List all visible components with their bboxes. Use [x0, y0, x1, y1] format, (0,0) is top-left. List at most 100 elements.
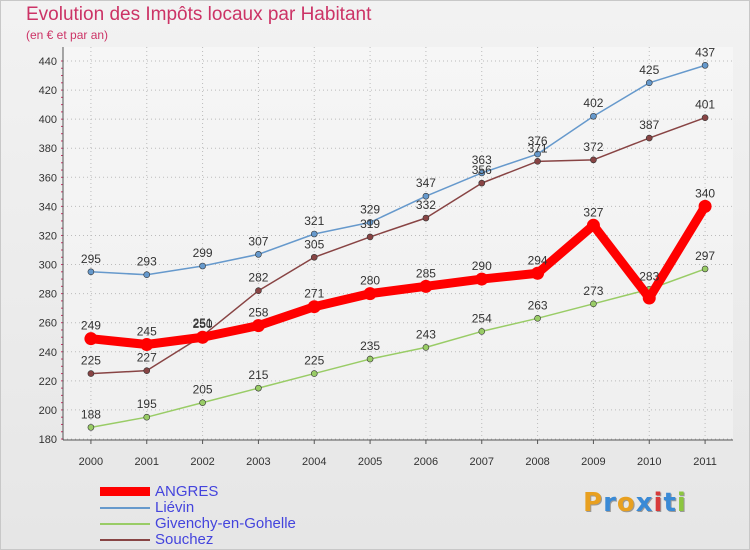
plot-area [63, 47, 733, 440]
proxiti-logo: Proxiti [583, 488, 687, 518]
data-point [478, 328, 486, 335]
data-point [255, 287, 262, 295]
data-label: 305 [304, 237, 324, 251]
y-tick-label: 200 [39, 405, 57, 417]
series-line-1 [90, 64, 706, 276]
data-point [87, 370, 95, 377]
data-label: 282 [248, 271, 268, 285]
data-point [478, 169, 486, 177]
series-line-0 [86, 201, 710, 349]
y-tick-label: 180 [39, 434, 57, 446]
data-point [645, 134, 653, 142]
data-label: 285 [416, 266, 436, 280]
data-label: 235 [360, 339, 380, 353]
logo-letter: r [603, 488, 617, 518]
x-tick-label: 2010 [637, 456, 661, 468]
data-point [307, 300, 321, 314]
data-label: 299 [193, 246, 213, 260]
legend-swatch [100, 539, 150, 541]
data-point [87, 424, 95, 431]
logo-letter: P [583, 488, 604, 518]
x-tick-label: 2008 [525, 456, 549, 468]
data-label: 280 [360, 274, 380, 288]
data-point [422, 192, 430, 200]
data-point [534, 158, 541, 165]
data-label: 205 [193, 383, 213, 397]
data-label: 387 [639, 118, 659, 132]
data-point [534, 315, 541, 322]
y-tick-label: 220 [39, 376, 57, 388]
data-label: 249 [81, 319, 101, 333]
data-point [255, 384, 262, 392]
data-point [363, 287, 377, 301]
data-point [140, 338, 154, 351]
data-label: 327 [583, 205, 603, 219]
logo-letter: t [663, 488, 677, 518]
legend-label: Liévin [155, 499, 195, 516]
x-tick-label: 2007 [470, 456, 494, 468]
data-label: 402 [583, 96, 603, 110]
legend-label: Souchez [155, 531, 214, 548]
data-label: 283 [639, 269, 659, 283]
data-point [196, 330, 210, 344]
data-label: 263 [528, 298, 548, 312]
data-label: 295 [81, 252, 101, 266]
data-point [143, 271, 151, 279]
y-tick-label: 280 [39, 289, 57, 301]
legend-label: ANGRES [155, 483, 219, 500]
data-point [199, 262, 206, 270]
data-point [531, 266, 545, 280]
logo-letter: i [653, 488, 664, 518]
data-label: 293 [137, 255, 157, 269]
data-point [87, 268, 95, 276]
data-label: 227 [137, 351, 157, 365]
y-tick-label: 440 [39, 56, 57, 68]
data-label: 294 [528, 253, 548, 267]
data-label: 254 [472, 311, 492, 325]
y-tick-label: 260 [39, 318, 57, 330]
x-tick-label: 2001 [135, 456, 159, 468]
chart-subtitle: (en € et par an) [26, 28, 109, 42]
y-tick-label: 240 [39, 347, 57, 359]
y-tick-label: 420 [39, 85, 57, 97]
x-tick-label: 2002 [190, 456, 214, 468]
data-label: 437 [695, 45, 715, 59]
data-label: 290 [472, 259, 492, 273]
data-label: 188 [81, 407, 101, 421]
data-point [534, 150, 541, 158]
data-point [310, 370, 318, 377]
data-label: 371 [528, 141, 548, 155]
x-tick-label: 2004 [302, 456, 326, 468]
data-label: 271 [304, 287, 324, 301]
series-line-2 [90, 268, 706, 429]
data-label: 225 [81, 354, 101, 368]
data-label: 356 [472, 163, 492, 177]
data-point [590, 112, 597, 120]
data-point [475, 272, 489, 286]
x-tick-label: 2011 [693, 456, 717, 468]
data-label: 372 [583, 140, 603, 154]
data-label: 215 [248, 368, 268, 382]
data-point [698, 199, 712, 213]
data-label: 243 [416, 327, 436, 341]
data-label: 319 [360, 217, 380, 231]
data-label: 321 [304, 214, 324, 228]
data-label: 251 [193, 316, 213, 330]
data-label: 332 [416, 198, 436, 212]
logo-letter: o [616, 488, 636, 518]
data-label: 363 [472, 153, 492, 167]
data-point [590, 300, 597, 308]
data-label: 347 [416, 176, 436, 190]
data-label: 225 [304, 354, 324, 368]
data-label: 376 [528, 134, 548, 148]
data-label: 297 [695, 249, 715, 263]
data-point [366, 219, 374, 226]
data-point [199, 399, 206, 406]
data-point [366, 355, 374, 363]
data-point [255, 251, 262, 258]
data-label: 340 [695, 186, 715, 200]
data-label: 425 [639, 63, 659, 77]
data-label: 329 [360, 202, 380, 216]
